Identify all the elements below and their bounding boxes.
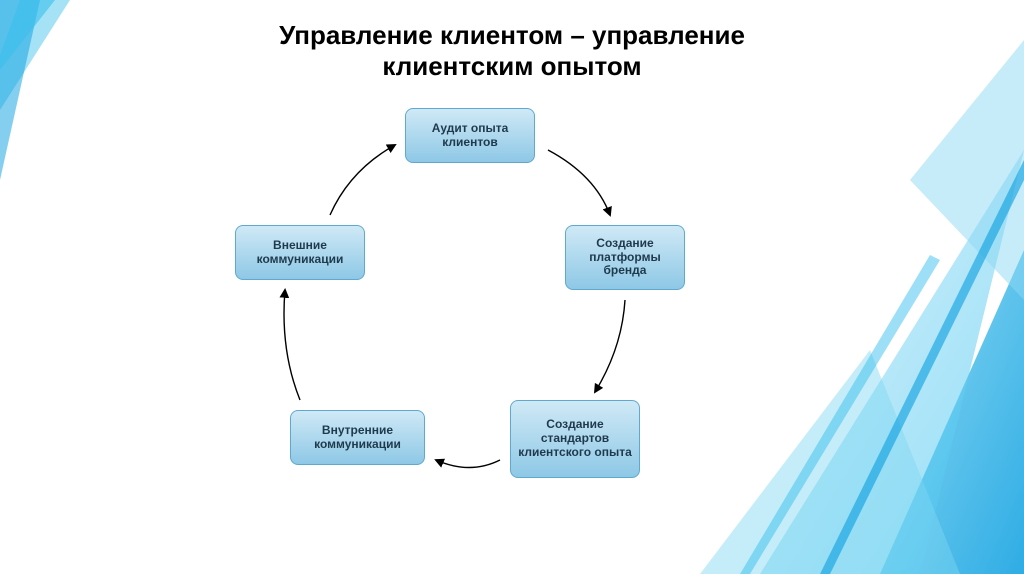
cycle-arrow-3 — [284, 290, 300, 400]
slide-title: Управление клиентом – управление клиентс… — [0, 20, 1024, 82]
title-line-1: Управление клиентом – управление — [0, 20, 1024, 51]
cycle-arrow-1 — [595, 300, 625, 392]
content-layer: Управление клиентом – управление клиентс… — [0, 0, 1024, 574]
slide: Управление клиентом – управление клиентс… — [0, 0, 1024, 574]
cycle-node-n5: Внешние коммуникации — [235, 225, 365, 280]
cycle-arrow-4 — [330, 145, 395, 215]
cycle-node-label: Создание платформы бренда — [572, 237, 678, 278]
cycle-node-label: Аудит опыта клиентов — [412, 122, 528, 150]
cycle-node-n3: Создание стандартов клиентского опыта — [510, 400, 640, 478]
cycle-node-n1: Аудит опыта клиентов — [405, 108, 535, 163]
cycle-arrow-0 — [548, 150, 610, 215]
cycle-arrow-2 — [436, 460, 500, 468]
cycle-node-label: Создание стандартов клиентского опыта — [517, 418, 633, 459]
cycle-node-n4: Внутренние коммуникации — [290, 410, 425, 465]
title-line-2: клиентским опытом — [0, 51, 1024, 82]
cycle-node-label: Внутренние коммуникации — [297, 424, 418, 452]
cycle-node-label: Внешние коммуникации — [242, 239, 358, 267]
cycle-node-n2: Создание платформы бренда — [565, 225, 685, 290]
cycle-arrows — [0, 0, 1024, 574]
